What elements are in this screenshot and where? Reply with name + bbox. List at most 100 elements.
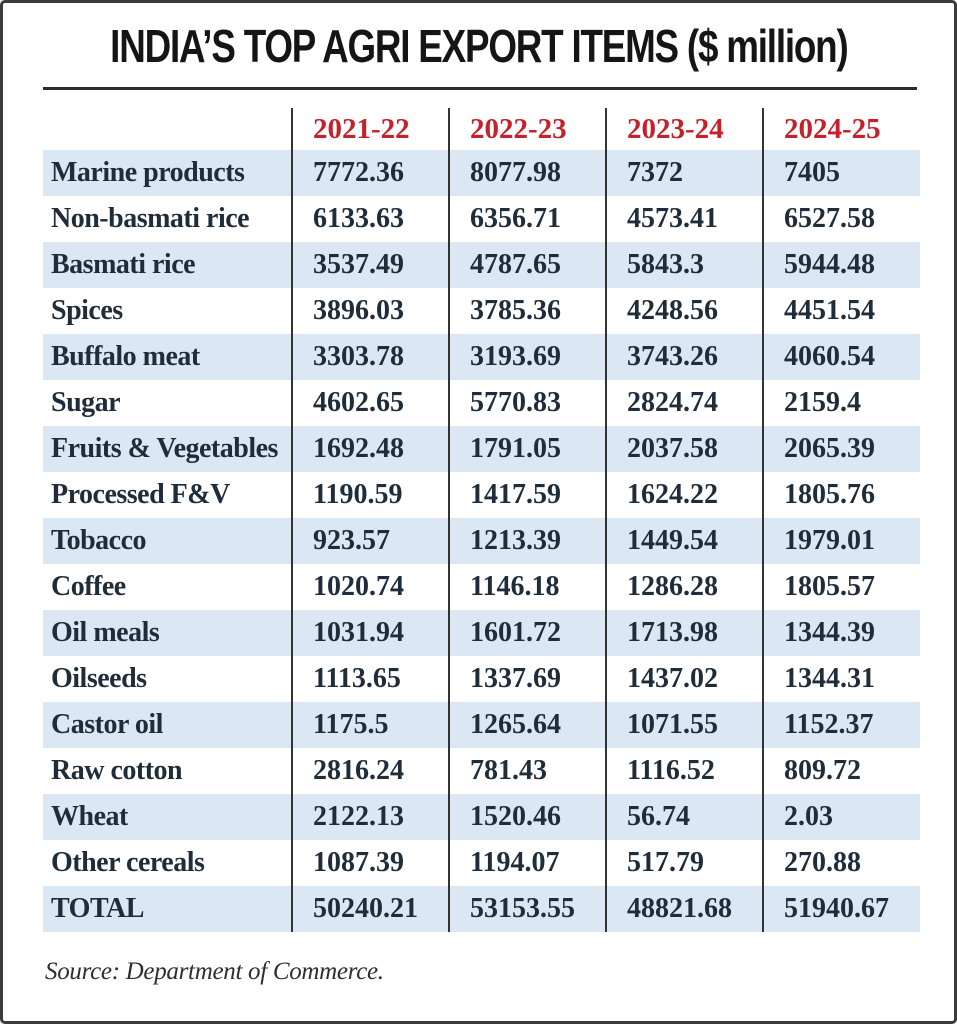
value-cell: 5770.83: [448, 380, 606, 426]
value-cell: 1113.65: [291, 656, 449, 702]
value-cell: 270.88: [762, 840, 920, 886]
title-wrap: INDIA’S TOP AGRI EXPORT ITEMS ($ million…: [3, 19, 954, 73]
value-cell: 809.72: [762, 748, 920, 794]
value-cell: 1146.18: [448, 564, 606, 610]
value-cell: 1449.54: [605, 518, 763, 564]
value-cell: 5843.3: [605, 242, 763, 288]
table-row: Other cereals 1087.39 1194.07 517.79 270.88: [43, 840, 920, 886]
table-row: Tobacco 923.57 1213.39 1449.54 1979.01: [43, 518, 920, 564]
item-label: Non-basmati rice: [51, 203, 250, 234]
value-cell: 2037.58: [605, 426, 763, 472]
value-cell: 6527.58: [762, 196, 920, 242]
table-row: Non-basmati rice 6133.63 6356.71 4573.41 652…: [43, 196, 920, 242]
year-column-header: 2021-22: [291, 108, 449, 150]
value-cell: 5944.48: [762, 242, 920, 288]
value-cell: 1190.59: [291, 472, 449, 518]
value-cell: 1624.22: [605, 472, 763, 518]
value-cell: 50240.21: [291, 886, 449, 932]
table-row: Basmati rice 3537.49 4787.65 5843.3 5944.48: [43, 242, 920, 288]
title-divider: [43, 87, 917, 90]
value-cell: 1344.31: [762, 656, 920, 702]
value-cell: 1152.37: [762, 702, 920, 748]
table-row: Marine products 7772.36 8077.98 7372 7405: [43, 150, 920, 196]
item-label: Other cereals: [51, 847, 205, 878]
value-cell: 4451.54: [762, 288, 920, 334]
exports-table: 2021-22 2022-23 2023-24 2024-25 Marine prod…: [43, 108, 920, 932]
table-header-row: 2021-22 2022-23 2023-24 2024-25: [43, 108, 920, 150]
item-label: Tobacco: [51, 525, 147, 556]
value-cell: 1071.55: [605, 702, 763, 748]
table-row: Oil meals 1031.94 1601.72 1713.98 1344.39: [43, 610, 920, 656]
value-cell: 1175.5: [291, 702, 449, 748]
item-label: Sugar: [51, 387, 121, 418]
value-cell: 3537.49: [291, 242, 449, 288]
item-column-header: [43, 108, 292, 150]
value-cell: 1020.74: [291, 564, 449, 610]
value-cell: 53153.55: [448, 886, 606, 932]
value-cell: 1979.01: [762, 518, 920, 564]
table-row: Sugar 4602.65 5770.83 2824.74 2159.4: [43, 380, 920, 426]
value-cell: 1087.39: [291, 840, 449, 886]
value-cell: 3303.78: [291, 334, 449, 380]
value-cell: 1031.94: [291, 610, 449, 656]
year-column-header: 2022-23: [448, 108, 606, 150]
table-row: Castor oil 1175.5 1265.64 1071.55 1152.37: [43, 702, 920, 748]
value-cell: 7372: [605, 150, 763, 196]
value-cell: 48821.68: [605, 886, 763, 932]
value-cell: 7772.36: [291, 150, 449, 196]
value-cell: 1437.02: [605, 656, 763, 702]
item-label: Raw cotton: [51, 755, 183, 786]
table-body: Marine products 7772.36 8077.98 7372 7405 Non…: [43, 150, 920, 932]
table-row: Buffalo meat 3303.78 3193.69 3743.26 4060.54: [43, 334, 920, 380]
value-cell: 3193.69: [448, 334, 606, 380]
table-row: Spices 3896.03 3785.36 4248.56 4451.54: [43, 288, 920, 334]
item-label: Wheat: [51, 801, 128, 832]
value-cell: 1194.07: [448, 840, 606, 886]
item-label: TOTAL: [51, 893, 144, 924]
value-cell: 6133.63: [291, 196, 449, 242]
value-cell: 3785.36: [448, 288, 606, 334]
value-cell: 1116.52: [605, 748, 763, 794]
value-cell: 1805.76: [762, 472, 920, 518]
value-cell: 1520.46: [448, 794, 606, 840]
year-column-header: 2024-25: [762, 108, 920, 150]
table-row: Wheat 2122.13 1520.46 56.74 2.03: [43, 794, 920, 840]
table-row: TOTAL 50240.21 53153.55 48821.68 51940.67: [43, 886, 920, 932]
value-cell: 3896.03: [291, 288, 449, 334]
item-label: Fruits & Vegetables: [51, 433, 278, 464]
item-label: Oil meals: [51, 617, 160, 648]
value-cell: 1344.39: [762, 610, 920, 656]
item-label: Buffalo meat: [51, 341, 200, 372]
value-cell: 56.74: [605, 794, 763, 840]
value-cell: 2.03: [762, 794, 920, 840]
value-cell: 517.79: [605, 840, 763, 886]
value-cell: 3743.26: [605, 334, 763, 380]
value-cell: 923.57: [291, 518, 449, 564]
table-row: Fruits & Vegetables 1692.48 1791.05 2037.58…: [43, 426, 920, 472]
value-cell: 1791.05: [448, 426, 606, 472]
value-cell: 4248.56: [605, 288, 763, 334]
table-header: 2021-22 2022-23 2023-24 2024-25: [43, 108, 920, 150]
value-cell: 4060.54: [762, 334, 920, 380]
item-label: Oilseeds: [51, 663, 147, 694]
value-cell: 51940.67: [762, 886, 920, 932]
value-cell: 1692.48: [291, 426, 449, 472]
value-cell: 2816.24: [291, 748, 449, 794]
value-cell: 8077.98: [448, 150, 606, 196]
item-label: Marine products: [51, 157, 245, 188]
value-cell: 4787.65: [448, 242, 606, 288]
value-cell: 2122.13: [291, 794, 449, 840]
value-cell: 1337.69: [448, 656, 606, 702]
item-label: Basmati rice: [51, 249, 196, 280]
table-row: Oilseeds 1113.65 1337.69 1437.02 1344.31: [43, 656, 920, 702]
value-cell: 1601.72: [448, 610, 606, 656]
item-label: Castor oil: [51, 709, 163, 740]
value-cell: 781.43: [448, 748, 606, 794]
value-cell: 4573.41: [605, 196, 763, 242]
table-row: Raw cotton 2816.24 781.43 1116.52 809.72: [43, 748, 920, 794]
value-cell: 1286.28: [605, 564, 763, 610]
value-cell: 1417.59: [448, 472, 606, 518]
value-cell: 6356.71: [448, 196, 606, 242]
value-cell: 1805.57: [762, 564, 920, 610]
